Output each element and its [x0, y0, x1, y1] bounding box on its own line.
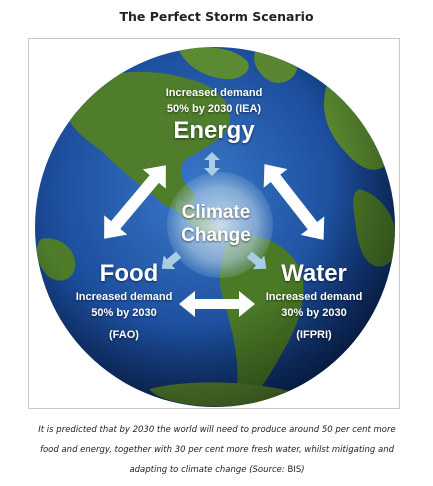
water-label: Water: [254, 260, 374, 288]
figure-title: The Perfect Storm Scenario: [0, 9, 433, 24]
climate-change-line1: Climate: [156, 201, 276, 224]
energy-note-line2: 50% by 2030 (IEA): [139, 101, 289, 117]
climate-change-label: Climate Change: [156, 201, 276, 247]
caption-source: BIS: [287, 465, 301, 475]
diagram-frame: Increased demand 50% by 2030 (IEA) Energ…: [28, 38, 400, 409]
energy-label: Energy: [139, 117, 289, 145]
water-note-line1: Increased demand: [239, 289, 389, 305]
climate-change-line2: Change: [156, 224, 276, 247]
water-note-line2: 30% by 2030: [239, 305, 389, 321]
food-note: Increased demand 50% by 2030: [49, 289, 199, 321]
energy-note: Increased demand 50% by 2030 (IEA): [139, 85, 289, 117]
food-label: Food: [79, 260, 179, 288]
food-source: (FAO): [49, 327, 199, 343]
food-note-line2: 50% by 2030: [49, 305, 199, 321]
caption-end: ): [301, 465, 304, 475]
figure-caption: It is predicted that by 2030 the world w…: [30, 420, 404, 480]
water-note: Increased demand 30% by 2030: [239, 289, 389, 321]
energy-note-line1: Increased demand: [139, 85, 289, 101]
caption-text: It is predicted that by 2030 the world w…: [38, 425, 395, 475]
water-source: (IFPRI): [239, 327, 389, 343]
food-note-line1: Increased demand: [49, 289, 199, 305]
